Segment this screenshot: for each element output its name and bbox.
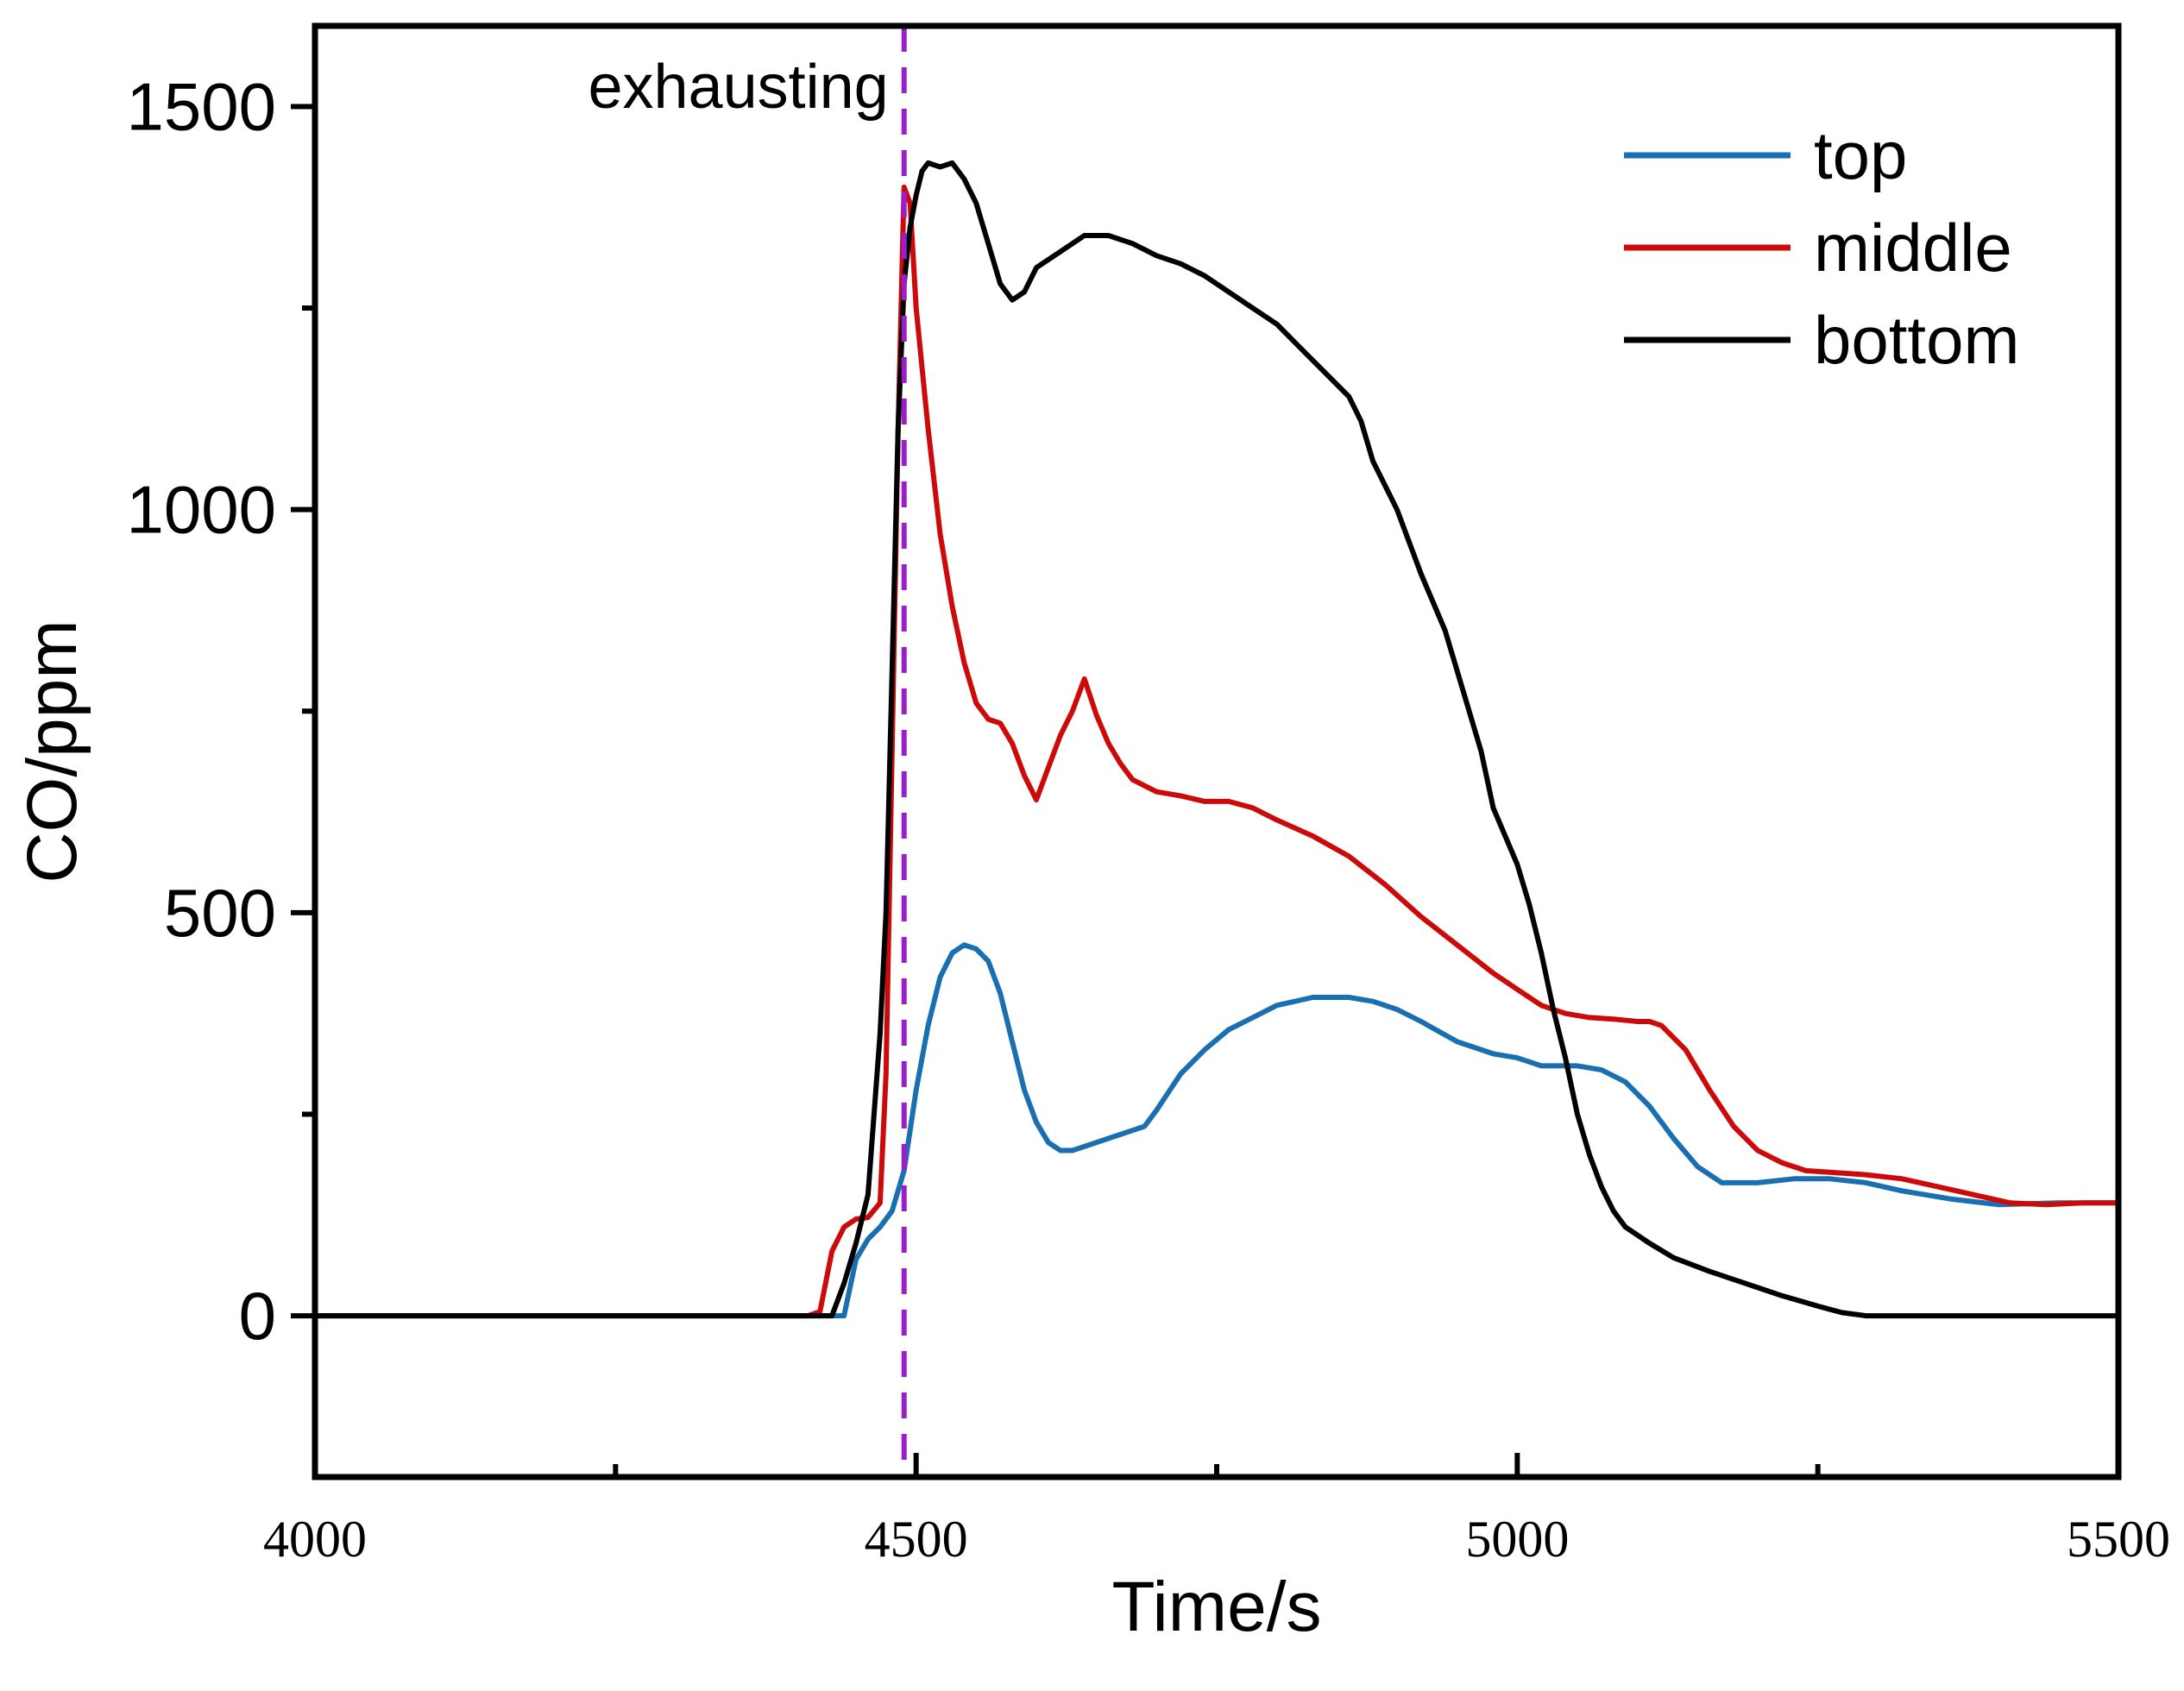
- x-tick-label: 4000: [263, 1511, 367, 1568]
- y-tick-label: 500: [164, 875, 276, 951]
- x-tick-label: 5000: [1465, 1511, 1569, 1568]
- x-axis-title: Time/s: [1112, 1568, 1322, 1646]
- legend-label-top: top: [1814, 117, 1907, 193]
- series-layer: [315, 160, 2118, 1319]
- y-axis-title: CO/ppm: [13, 619, 91, 883]
- series-line-bottom: [315, 160, 2118, 1319]
- exhausting-label: exhausting: [588, 53, 888, 122]
- legend: top middle bottom: [1624, 117, 2019, 378]
- annotation-layer: exhausting: [588, 26, 907, 1477]
- series-line-top: [315, 942, 2118, 1319]
- y-tick-label: 0: [239, 1278, 276, 1354]
- y-tick-label: 1000: [126, 472, 276, 548]
- legend-label-bottom: bottom: [1814, 302, 2019, 378]
- x-tick-label: 4500: [865, 1511, 968, 1568]
- tick-layer: 0 500 1000 1500 4000 4500 5000 5500: [126, 68, 2170, 1568]
- x-tick-label: 5500: [2067, 1511, 2170, 1568]
- legend-label-middle: middle: [1814, 210, 2012, 286]
- y-tick-label: 1500: [126, 68, 276, 144]
